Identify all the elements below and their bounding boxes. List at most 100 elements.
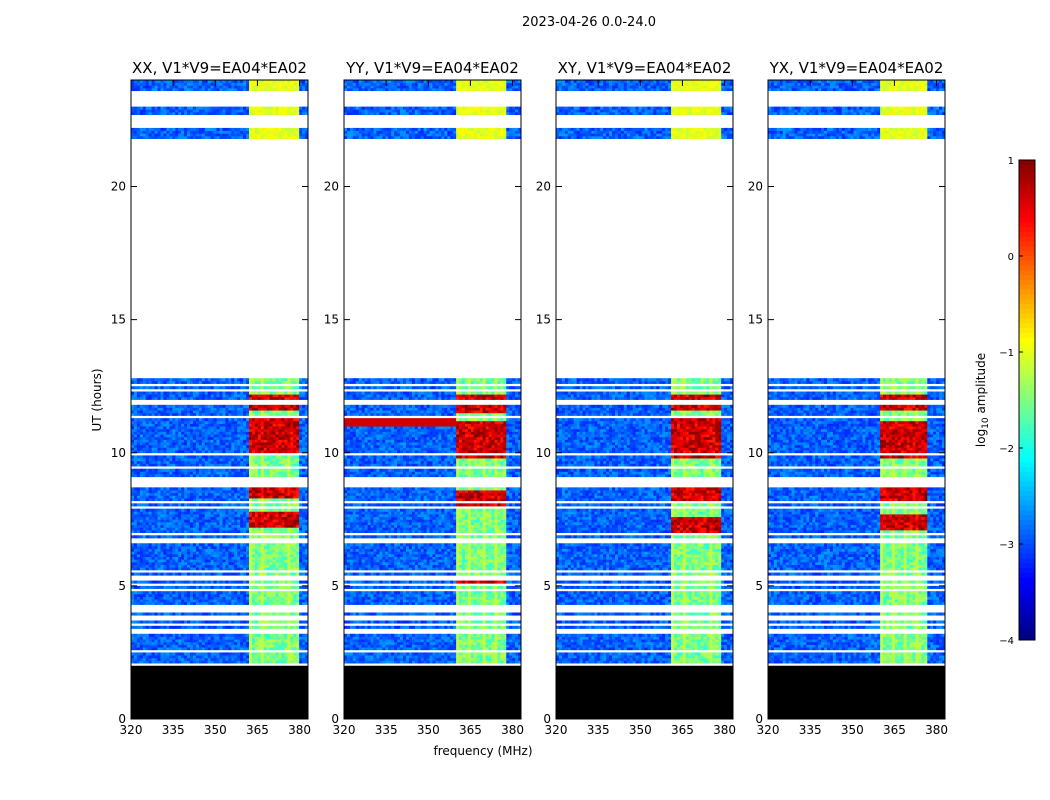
heatmap-cell [169,658,172,661]
heatmap-cell [214,546,217,549]
heatmap-cell [290,549,293,552]
heatmap-cell [137,597,140,600]
heatmap-cell [187,636,190,639]
heatmap-cell [172,644,175,647]
heatmap-cell [302,652,305,655]
heatmap-cell [196,642,199,645]
heatmap-cell [202,573,205,576]
heatmap-cell [196,546,199,549]
heatmap-cell [152,554,155,557]
heatmap-cell [231,591,234,594]
heatmap-cell [287,599,290,602]
heatmap-cell [246,642,249,645]
heatmap-cell [240,639,243,642]
heatmap-cell [281,527,284,530]
heatmap-cell [276,543,279,546]
heatmap-cell [178,591,181,594]
heatmap-cell [163,546,166,549]
heatmap-cell [246,639,249,642]
heatmap-cell [267,626,270,629]
heatmap-cell [202,634,205,637]
heatmap-cell [214,525,217,528]
heatmap-cell [161,543,164,546]
heatmap-cell [217,535,220,538]
heatmap-cell [276,565,279,568]
heatmap-cell [220,557,223,560]
heatmap-cell [290,620,293,623]
heatmap-cell [143,527,146,530]
heatmap-cell [214,554,217,557]
heatmap-cell [161,586,164,589]
heatmap-cell [273,573,276,576]
heatmap-cell [299,594,302,597]
heatmap-cell [143,549,146,552]
heatmap-cell [270,581,273,584]
heatmap-cell [211,573,214,576]
heatmap-cell [214,613,217,616]
heatmap-cell [181,554,184,557]
heatmap-cell [158,620,161,623]
heatmap-cell [267,567,270,570]
heatmap-cell [267,652,270,655]
heatmap-cell [279,559,282,562]
heatmap-cell [270,565,273,568]
heatmap-cell [293,554,296,557]
heatmap-cell [131,642,134,645]
heatmap-cell [214,626,217,629]
heatmap-cell [293,591,296,594]
heatmap-cell [149,522,152,525]
heatmap-cell [234,599,237,602]
heatmap-cell [252,655,255,658]
heatmap-cell [258,517,261,520]
heatmap-cell [178,626,181,629]
heatmap-cell [222,602,225,605]
heatmap-cell [202,525,205,528]
heatmap-cell [243,647,246,650]
heatmap-cell [228,562,231,565]
heatmap-cell [190,652,193,655]
heatmap-cell [146,636,149,639]
heatmap-cell [279,626,282,629]
heatmap-cell [234,527,237,530]
heatmap-cell [243,599,246,602]
heatmap-cell [225,573,228,576]
heatmap-cell [178,660,181,663]
heatmap-cell [302,554,305,557]
heatmap-cell [270,546,273,549]
heatmap-cell [137,602,140,605]
heatmap-cell [208,634,211,637]
heatmap-cell [231,522,234,525]
heatmap-cell [267,639,270,642]
heatmap-cell [302,599,305,602]
heatmap-cell [234,597,237,600]
heatmap-cell [281,525,284,528]
heatmap-cell [273,549,276,552]
heatmap-cell [146,565,149,568]
heatmap-cell [196,639,199,642]
heatmap-cell [249,546,252,549]
heatmap-cell [175,567,178,570]
heatmap-cell [296,597,299,600]
heatmap-cell [264,655,267,658]
heatmap-cell [267,530,270,533]
heatmap-cell [255,620,258,623]
heatmap-cell [234,573,237,576]
heatmap-cell [234,655,237,658]
heatmap-cell [267,549,270,552]
heatmap-cell [149,644,152,647]
heatmap-cell [264,620,267,623]
heatmap-cell [172,565,175,568]
heatmap-cell [299,522,302,525]
heatmap-cell [240,591,243,594]
heatmap-cell [140,549,143,552]
heatmap-cell [258,543,261,546]
heatmap-cell [193,517,196,520]
heatmap-cell [276,517,279,520]
heatmap-cell [279,527,282,530]
heatmap-cell [152,652,155,655]
heatmap-cell [205,535,208,538]
heatmap-cell [240,549,243,552]
heatmap-cell [279,565,282,568]
heatmap-cell [281,647,284,650]
heatmap-cell [258,581,261,584]
